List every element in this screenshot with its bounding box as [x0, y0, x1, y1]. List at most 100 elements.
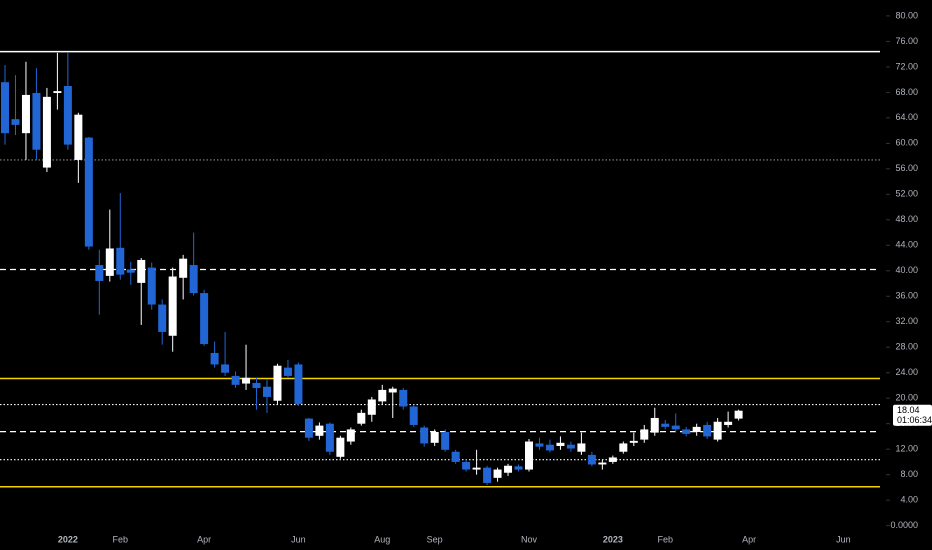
last-price-label: 18.04 — [897, 405, 920, 415]
candle-body — [598, 462, 607, 465]
candle-body — [682, 429, 691, 434]
x-tick-label: Apr — [742, 534, 756, 544]
candle-body — [179, 258, 188, 278]
candle-body — [158, 304, 167, 332]
candle-body — [42, 96, 51, 168]
candle-body — [650, 417, 659, 433]
y-tick-label: 44.00 — [895, 240, 918, 250]
y-tick-label: 60.00 — [895, 138, 918, 148]
candle-body — [273, 365, 282, 401]
candle-body — [661, 423, 670, 427]
y-tick-label: 64.00 — [895, 112, 918, 122]
candle-body — [577, 443, 586, 452]
candle-body — [357, 412, 366, 424]
candle-body — [535, 443, 544, 447]
candle-body — [483, 467, 492, 483]
x-tick-label: 2023 — [603, 534, 623, 544]
candle-body — [556, 442, 565, 446]
candle-body — [116, 247, 125, 275]
y-tick-label: 4.00 — [900, 495, 918, 505]
y-tick-label: 12.00 — [895, 444, 918, 454]
candle-body — [671, 425, 680, 430]
candle-body — [200, 293, 209, 345]
candle-body — [724, 421, 733, 425]
candle-body — [703, 424, 712, 437]
x-tick-label: Sep — [427, 534, 443, 544]
y-tick-label: 0.0000 — [890, 520, 918, 530]
candle-body — [189, 265, 198, 294]
y-tick-label: 76.00 — [895, 36, 918, 46]
y-tick-label: 80.00 — [895, 10, 918, 20]
candle-body — [315, 425, 324, 436]
candle-body — [304, 418, 313, 438]
candle-body — [420, 427, 429, 444]
x-tick-label: Aug — [374, 534, 390, 544]
candle-body — [32, 93, 41, 150]
candle-body — [399, 389, 408, 407]
candle-body — [545, 444, 554, 451]
candle-body — [21, 94, 30, 134]
last-price-badge — [893, 404, 932, 426]
candle-body — [734, 410, 743, 419]
candle-body — [283, 367, 292, 376]
candle-body — [137, 259, 146, 283]
candle-body — [566, 444, 575, 449]
y-tick-label: 20.00 — [895, 393, 918, 403]
candle-body — [74, 114, 83, 160]
candle-body — [95, 265, 104, 281]
y-tick-label: 24.00 — [895, 367, 918, 377]
candle-body — [63, 86, 72, 145]
y-tick-label: 48.00 — [895, 214, 918, 224]
y-tick-label: 8.00 — [900, 469, 918, 479]
x-tick-label: Apr — [197, 534, 211, 544]
candle-body — [430, 431, 439, 443]
candle-body — [168, 276, 177, 336]
candle-body — [587, 454, 596, 465]
candle-body — [210, 352, 219, 365]
candle-body — [713, 421, 722, 440]
candle-body — [242, 377, 251, 384]
countdown-label: 01:06:34 — [897, 415, 932, 425]
candle-body — [692, 426, 701, 432]
x-tick-label: 2022 — [58, 534, 78, 544]
x-tick-label: Feb — [657, 534, 673, 544]
candle-body — [252, 382, 261, 389]
candle-body — [388, 388, 397, 393]
candle-body — [514, 466, 523, 470]
x-tick-label: Jun — [291, 534, 306, 544]
candle-body — [325, 423, 334, 452]
candle-body — [472, 467, 481, 470]
candle-body — [451, 451, 460, 462]
y-tick-label: 32.00 — [895, 316, 918, 326]
candle-body — [84, 137, 93, 247]
candle-body — [493, 469, 502, 478]
y-tick-label: 36.00 — [895, 291, 918, 301]
candle-body — [263, 386, 271, 397]
y-tick-label: 28.00 — [895, 342, 918, 352]
candle-body — [11, 119, 20, 125]
y-tick-label: 72.00 — [895, 61, 918, 71]
candle-body — [336, 437, 345, 457]
candle-body — [1, 82, 9, 134]
candle-body — [629, 440, 638, 443]
candle-body — [462, 461, 471, 470]
candle-body — [126, 269, 135, 273]
y-tick-label: 40.00 — [895, 265, 918, 275]
candle-body — [619, 443, 628, 452]
x-tick-label: Nov — [521, 534, 538, 544]
candle-body — [441, 431, 450, 450]
candle-body — [640, 429, 649, 440]
x-tick-label: Feb — [113, 534, 129, 544]
candle-body — [105, 248, 114, 276]
candle-body — [409, 406, 418, 425]
candle-body — [53, 91, 62, 94]
candle-body — [367, 399, 376, 415]
candle-body — [294, 364, 303, 404]
candle-body — [525, 441, 533, 470]
y-tick-label: 68.00 — [895, 87, 918, 97]
candle-body — [608, 457, 617, 462]
candle-body — [504, 465, 513, 473]
y-tick-label: 52.00 — [895, 189, 918, 199]
y-tick-label: 56.00 — [895, 163, 918, 173]
